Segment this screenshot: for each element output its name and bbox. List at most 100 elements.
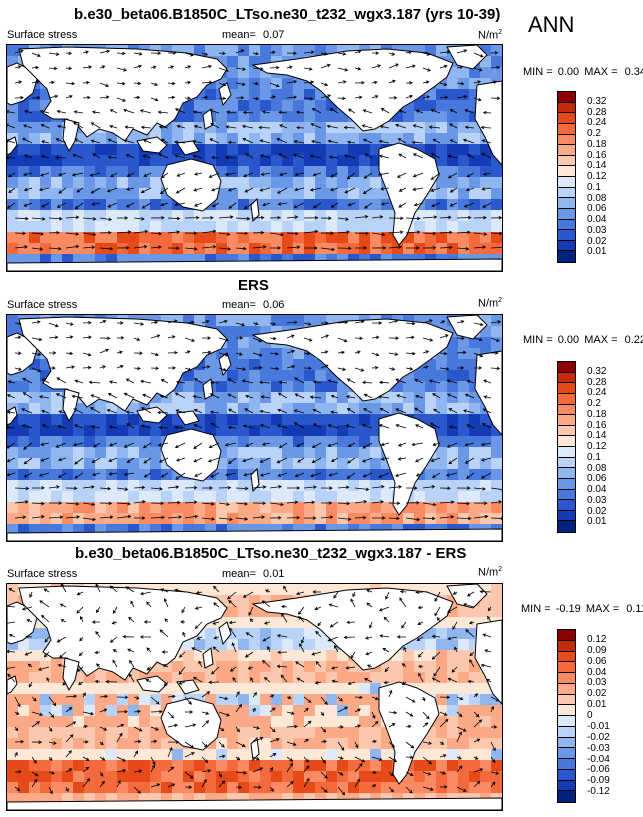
field-cell xyxy=(249,524,261,536)
stress-arrow xyxy=(95,584,101,593)
field-cell xyxy=(436,89,448,101)
variable-label: Surface stress xyxy=(7,568,78,580)
field-cell xyxy=(326,188,338,200)
stress-arrow xyxy=(218,754,226,759)
field-cell xyxy=(139,133,151,145)
stress-arrow xyxy=(167,335,176,339)
stress-arrow xyxy=(167,319,178,324)
field-cell xyxy=(414,315,426,327)
field-cell xyxy=(348,469,360,481)
field-cell xyxy=(238,370,250,382)
field-cell xyxy=(7,381,19,393)
stress-arrow xyxy=(82,232,97,237)
land-outline xyxy=(7,62,38,106)
stress-arrow xyxy=(252,485,267,489)
field-cell xyxy=(194,524,206,536)
stress-arrow xyxy=(90,394,101,399)
field-cell xyxy=(469,513,481,525)
field-cell xyxy=(183,793,195,805)
field-cell xyxy=(337,144,349,156)
stress-arrow xyxy=(41,202,50,208)
field-cell xyxy=(304,155,316,167)
colorbar-swatch xyxy=(558,230,575,241)
field-cell xyxy=(403,403,415,415)
stress-arrow xyxy=(252,726,261,730)
field-cell xyxy=(216,144,228,156)
stress-arrow xyxy=(312,380,322,384)
stress-arrow xyxy=(134,516,146,520)
field-cell xyxy=(414,760,426,772)
land-outline xyxy=(251,318,454,402)
stress-arrow xyxy=(14,786,21,792)
stress-arrow xyxy=(105,679,118,684)
field-cell xyxy=(480,45,492,57)
field-cell xyxy=(491,221,502,233)
field-cell xyxy=(447,348,459,360)
stress-arrow xyxy=(193,408,203,414)
field-cell xyxy=(227,749,239,761)
field-cell xyxy=(447,595,459,607)
field-cell xyxy=(194,359,206,371)
field-cell xyxy=(139,760,151,772)
field-cell xyxy=(480,425,492,437)
stress-arrow xyxy=(40,172,50,177)
field-cell xyxy=(227,650,239,662)
stress-arrow xyxy=(446,379,458,384)
field-cell xyxy=(359,144,371,156)
stress-arrow xyxy=(269,707,276,713)
stress-arrow xyxy=(303,337,313,342)
stress-arrow xyxy=(14,739,25,744)
stress-arrow xyxy=(354,487,370,492)
stress-arrow xyxy=(41,424,50,429)
field-cell xyxy=(359,480,371,492)
field-cell xyxy=(282,524,294,536)
stress-arrow xyxy=(209,109,220,114)
field-cell xyxy=(370,683,382,695)
stress-arrow xyxy=(481,187,492,191)
colorbar-tick-label: -0.09 xyxy=(587,775,610,787)
stress-arrow xyxy=(48,726,53,732)
stress-arrow xyxy=(456,65,464,69)
field-cell xyxy=(84,524,96,536)
field-cell xyxy=(161,749,173,761)
land-outline xyxy=(250,467,260,493)
stress-arrow xyxy=(8,588,16,593)
field-cell xyxy=(403,672,415,684)
field-cell xyxy=(194,683,206,695)
field-cell xyxy=(458,749,470,761)
field-cell xyxy=(238,166,250,178)
field-cell xyxy=(227,694,239,706)
stress-arrow xyxy=(99,217,113,222)
stress-arrow xyxy=(133,217,145,221)
stress-arrow xyxy=(371,51,380,55)
stress-arrow xyxy=(39,109,50,114)
stress-arrow xyxy=(140,125,152,130)
stress-arrow xyxy=(362,187,373,194)
stress-arrow xyxy=(328,155,339,159)
field-cell xyxy=(249,326,261,338)
stress-arrow xyxy=(157,410,169,415)
stress-arrow xyxy=(208,680,220,685)
field-cell xyxy=(337,232,349,244)
field-cell xyxy=(337,177,349,189)
field-cell xyxy=(249,155,261,167)
field-cell xyxy=(458,683,470,695)
stress-arrow xyxy=(248,606,254,616)
field-cell xyxy=(260,469,272,481)
field-cell xyxy=(403,133,415,145)
field-cell xyxy=(337,469,349,481)
field-cell xyxy=(106,672,118,684)
field-cell xyxy=(95,177,107,189)
stress-arrow xyxy=(243,172,254,178)
field-cell xyxy=(7,524,19,536)
field-cell xyxy=(458,639,470,651)
stress-arrow xyxy=(383,680,390,685)
stress-arrow xyxy=(346,472,356,479)
stress-arrow xyxy=(372,516,386,520)
stress-arrow xyxy=(76,187,84,193)
field-cell xyxy=(293,617,305,629)
field-cell xyxy=(40,469,52,481)
stress-arrow xyxy=(145,679,152,683)
field-cell xyxy=(469,738,481,750)
field-cell xyxy=(172,683,184,695)
